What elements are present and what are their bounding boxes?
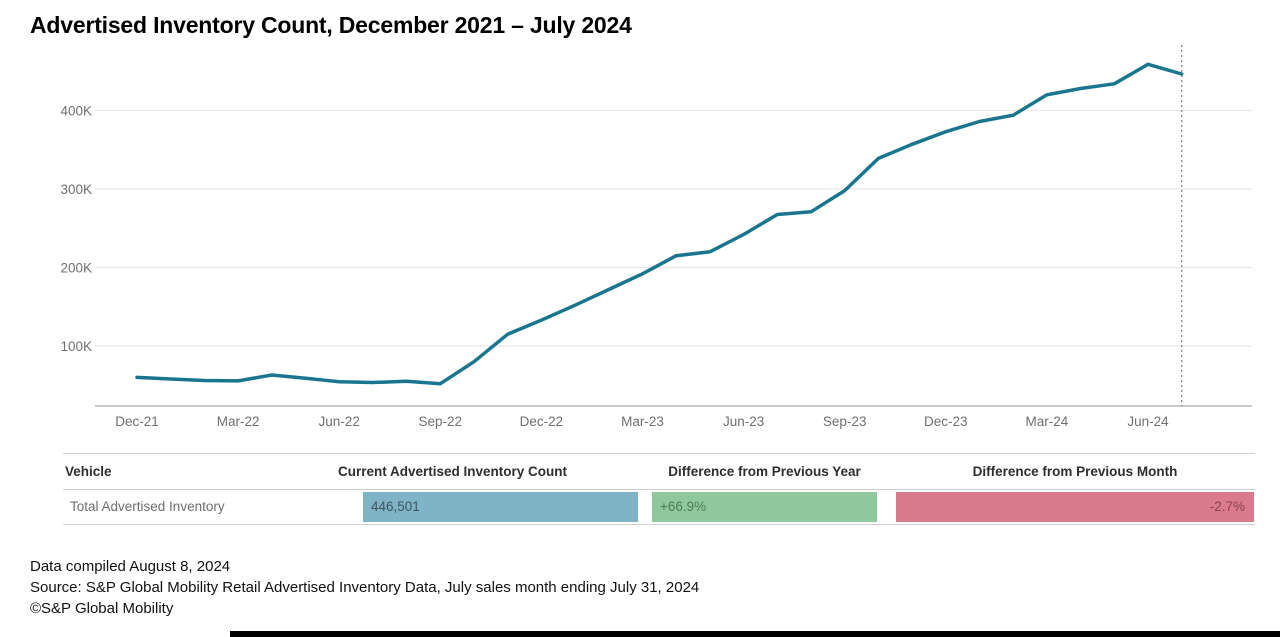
chart-canvas: 100K 200K 300K 400K Dec-21 Mar-22 Jun-22 Sep-22… xyxy=(60,45,1252,429)
chart-title: Advertised Inventory Count, December 202… xyxy=(30,12,632,38)
x-axis-label: Sep-22 xyxy=(419,414,463,429)
header-diff-prev-year: Difference from Previous Year xyxy=(668,464,861,479)
footer-compiled-date: Data compiled August 8, 2024 xyxy=(30,558,231,575)
x-axis-label: Jun-24 xyxy=(1127,414,1169,429)
header-vehicle: Vehicle xyxy=(65,464,112,479)
y-axis-label: 400K xyxy=(60,104,92,119)
x-axis-label: Dec-23 xyxy=(924,414,968,429)
y-axis-label: 200K xyxy=(60,261,92,276)
x-axis-label: Dec-21 xyxy=(115,414,159,429)
diff-prev-year-cell: +66.9% xyxy=(652,492,877,522)
header-diff-prev-month: Difference from Previous Month xyxy=(972,464,1178,479)
x-axis-label: Jun-22 xyxy=(319,414,360,429)
bottom-divider-bar xyxy=(230,631,1280,637)
table-header-row: Vehicle Current Advertised Inventory Cou… xyxy=(63,453,1255,490)
vehicle-label: Total Advertised Inventory xyxy=(70,499,225,514)
x-axis-label: Mar-23 xyxy=(621,414,664,429)
table-row: Total Advertised Inventory 446,501 +66.9… xyxy=(63,490,1255,525)
footer-notes: Data compiled August 8, 2024 Source: S&P… xyxy=(30,556,699,619)
x-axis-label: Dec-22 xyxy=(520,414,564,429)
y-axis-label: 100K xyxy=(60,339,92,354)
inventory-table: Vehicle Current Advertised Inventory Cou… xyxy=(63,453,1255,525)
series-line xyxy=(135,62,1184,386)
x-axis-label: Mar-22 xyxy=(217,414,260,429)
footer-source: Source: S&P Global Mobility Retail Adver… xyxy=(30,579,700,596)
diff-prev-month-cell: -2.7% xyxy=(896,492,1254,522)
footer-copyright: ©S&P Global Mobility xyxy=(30,600,174,617)
y-axis-label: 300K xyxy=(60,182,92,197)
x-axis-label: Sep-23 xyxy=(823,414,867,429)
x-axis-label: Mar-24 xyxy=(1026,414,1069,429)
inventory-line-chart: 100K 200K 300K 400K Dec-21 Mar-22 Jun-22 Sep-22… xyxy=(60,45,1252,429)
x-axis-label: Jun-23 xyxy=(723,414,764,429)
header-current-count: Current Advertised Inventory Count xyxy=(337,464,568,479)
current-count-cell: 446,501 xyxy=(363,492,638,522)
